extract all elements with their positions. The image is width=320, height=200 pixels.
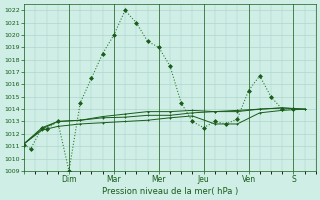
X-axis label: Pression niveau de la mer( hPa ): Pression niveau de la mer( hPa ) [102,187,238,196]
